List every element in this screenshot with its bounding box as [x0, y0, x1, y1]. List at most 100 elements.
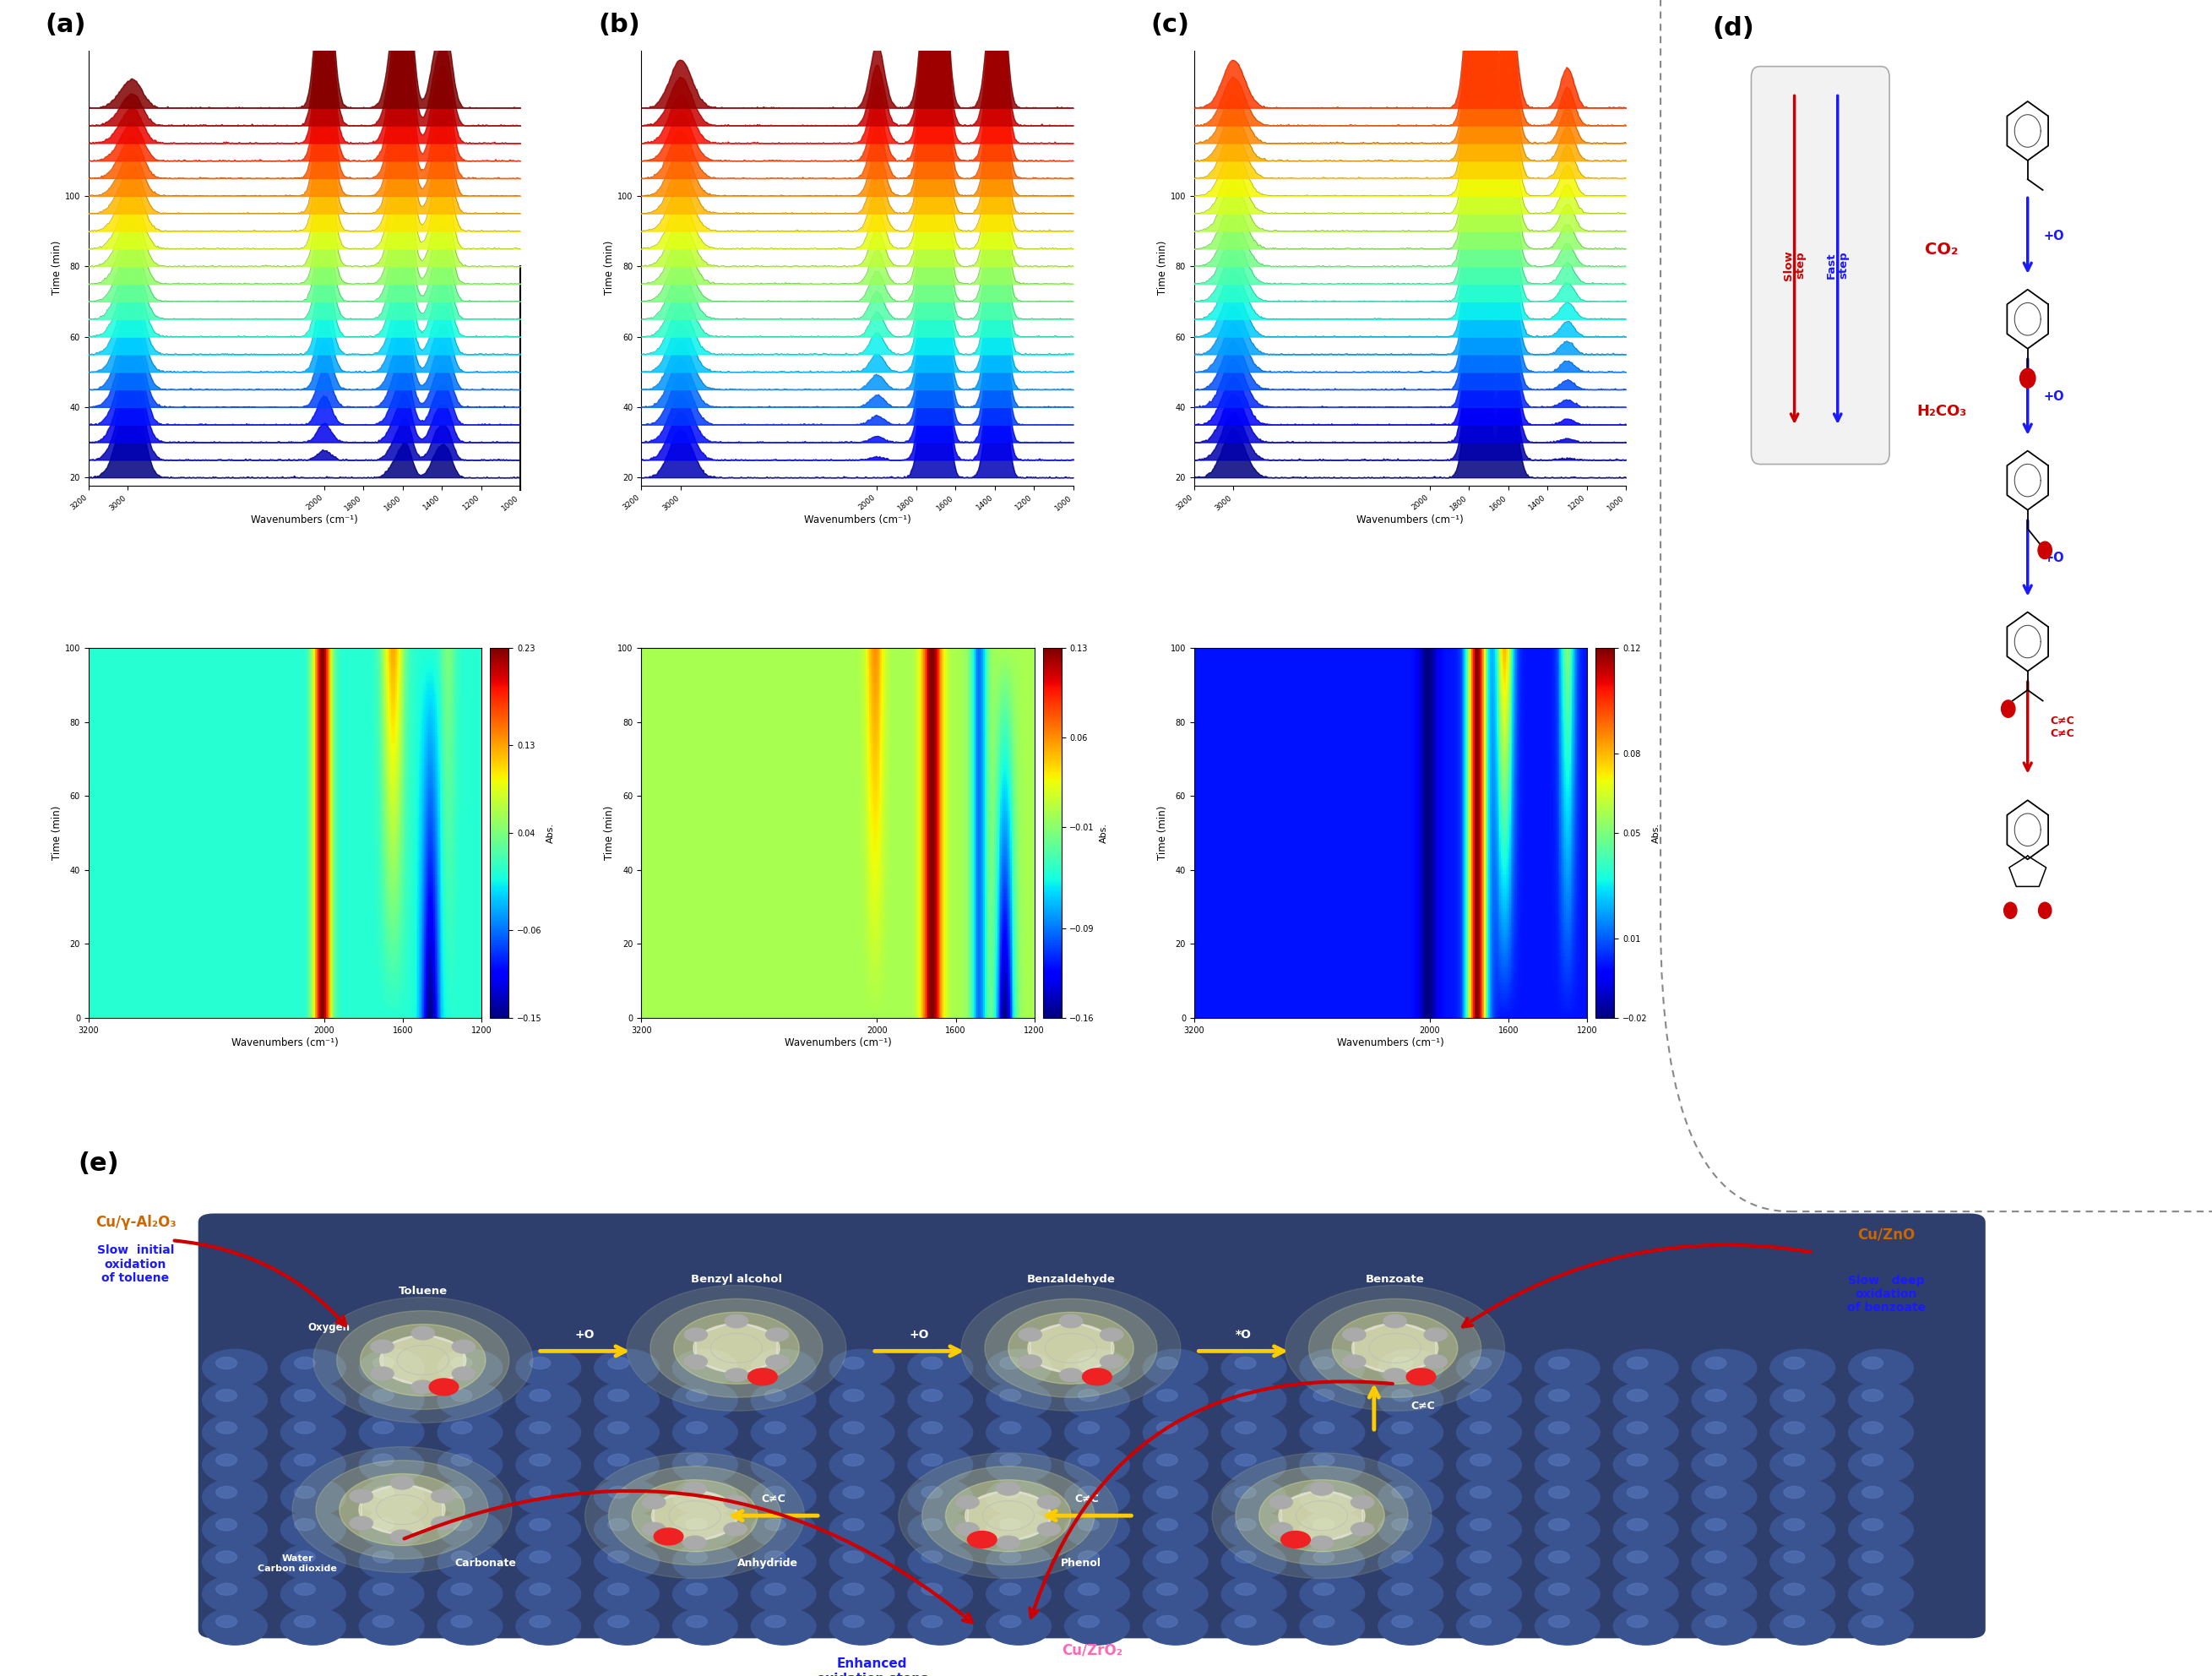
Circle shape	[1378, 1510, 1442, 1549]
Circle shape	[1314, 1584, 1334, 1596]
Circle shape	[723, 1522, 748, 1535]
Circle shape	[1077, 1550, 1099, 1564]
Circle shape	[1029, 1324, 1115, 1373]
Circle shape	[843, 1358, 865, 1369]
Circle shape	[314, 1297, 533, 1423]
Y-axis label: Abs.: Abs.	[1099, 823, 1108, 843]
Circle shape	[1458, 1415, 1522, 1451]
Circle shape	[641, 1522, 666, 1535]
Circle shape	[1077, 1455, 1099, 1466]
Circle shape	[830, 1349, 894, 1386]
Circle shape	[374, 1421, 394, 1433]
Text: CO₂: CO₂	[1924, 241, 1958, 258]
Circle shape	[987, 1446, 1051, 1483]
Circle shape	[1471, 1584, 1491, 1596]
Circle shape	[1234, 1455, 1256, 1466]
Circle shape	[438, 1510, 502, 1549]
Circle shape	[608, 1358, 628, 1369]
Circle shape	[358, 1478, 425, 1515]
Circle shape	[752, 1575, 816, 1612]
Circle shape	[515, 1544, 582, 1580]
Circle shape	[1234, 1584, 1256, 1596]
Circle shape	[374, 1584, 394, 1596]
Circle shape	[1144, 1415, 1208, 1451]
Circle shape	[217, 1550, 237, 1564]
Y-axis label: Time (min): Time (min)	[1157, 241, 1168, 295]
Circle shape	[922, 1487, 942, 1498]
Circle shape	[1458, 1381, 1522, 1418]
Circle shape	[1064, 1381, 1130, 1418]
Text: Oxygen: Oxygen	[307, 1322, 349, 1332]
FancyBboxPatch shape	[1752, 67, 1889, 464]
Circle shape	[438, 1575, 502, 1612]
Circle shape	[987, 1415, 1051, 1451]
Circle shape	[1391, 1389, 1413, 1401]
Circle shape	[726, 1368, 748, 1381]
Circle shape	[686, 1518, 708, 1530]
Circle shape	[608, 1550, 628, 1564]
Circle shape	[1863, 1358, 1882, 1369]
Circle shape	[1705, 1389, 1725, 1401]
Circle shape	[922, 1358, 942, 1369]
Circle shape	[595, 1544, 659, 1580]
Circle shape	[1849, 1478, 1913, 1515]
Circle shape	[1077, 1421, 1099, 1433]
Circle shape	[1692, 1575, 1756, 1612]
Circle shape	[686, 1358, 708, 1369]
Circle shape	[922, 1584, 942, 1596]
Circle shape	[429, 1379, 458, 1396]
Circle shape	[294, 1584, 316, 1596]
Circle shape	[1310, 1535, 1334, 1549]
Circle shape	[907, 1575, 973, 1612]
Circle shape	[1783, 1421, 1805, 1433]
Circle shape	[1783, 1455, 1805, 1466]
Circle shape	[843, 1550, 865, 1564]
Y-axis label: Time (min): Time (min)	[51, 241, 62, 295]
Circle shape	[1301, 1510, 1365, 1549]
Circle shape	[1144, 1607, 1208, 1644]
Circle shape	[349, 1490, 374, 1503]
Circle shape	[1237, 1466, 1409, 1565]
Circle shape	[765, 1518, 785, 1530]
Circle shape	[608, 1455, 628, 1466]
Circle shape	[1613, 1607, 1679, 1644]
Circle shape	[1382, 1314, 1407, 1327]
Circle shape	[1692, 1381, 1756, 1418]
Circle shape	[1221, 1349, 1285, 1386]
Circle shape	[1770, 1575, 1836, 1612]
Circle shape	[672, 1349, 737, 1386]
Text: Slow  initial
oxidation
of toluene: Slow initial oxidation of toluene	[97, 1245, 175, 1284]
Circle shape	[1314, 1358, 1334, 1369]
Circle shape	[358, 1510, 425, 1549]
Circle shape	[1144, 1478, 1208, 1515]
Circle shape	[1037, 1495, 1060, 1508]
Circle shape	[1783, 1550, 1805, 1564]
Circle shape	[1157, 1518, 1177, 1530]
Circle shape	[2020, 369, 2035, 387]
Circle shape	[1863, 1584, 1882, 1596]
Circle shape	[830, 1607, 894, 1644]
Circle shape	[438, 1478, 502, 1515]
Circle shape	[2004, 902, 2017, 918]
Circle shape	[294, 1487, 316, 1498]
Circle shape	[515, 1575, 582, 1612]
Circle shape	[1020, 1354, 1042, 1368]
Text: Cu/ZnO: Cu/ZnO	[1858, 1227, 1916, 1242]
Circle shape	[1301, 1478, 1365, 1515]
Circle shape	[830, 1446, 894, 1483]
Circle shape	[1144, 1381, 1208, 1418]
Circle shape	[204, 1544, 268, 1580]
Circle shape	[1391, 1584, 1413, 1596]
Circle shape	[451, 1358, 471, 1369]
Circle shape	[438, 1381, 502, 1418]
Circle shape	[1391, 1518, 1413, 1530]
Circle shape	[1077, 1584, 1099, 1596]
Circle shape	[217, 1358, 237, 1369]
Circle shape	[1458, 1607, 1522, 1644]
Circle shape	[765, 1616, 785, 1627]
Circle shape	[529, 1584, 551, 1596]
Circle shape	[1314, 1616, 1334, 1627]
Circle shape	[608, 1584, 628, 1596]
Circle shape	[752, 1478, 816, 1515]
Circle shape	[1471, 1455, 1491, 1466]
